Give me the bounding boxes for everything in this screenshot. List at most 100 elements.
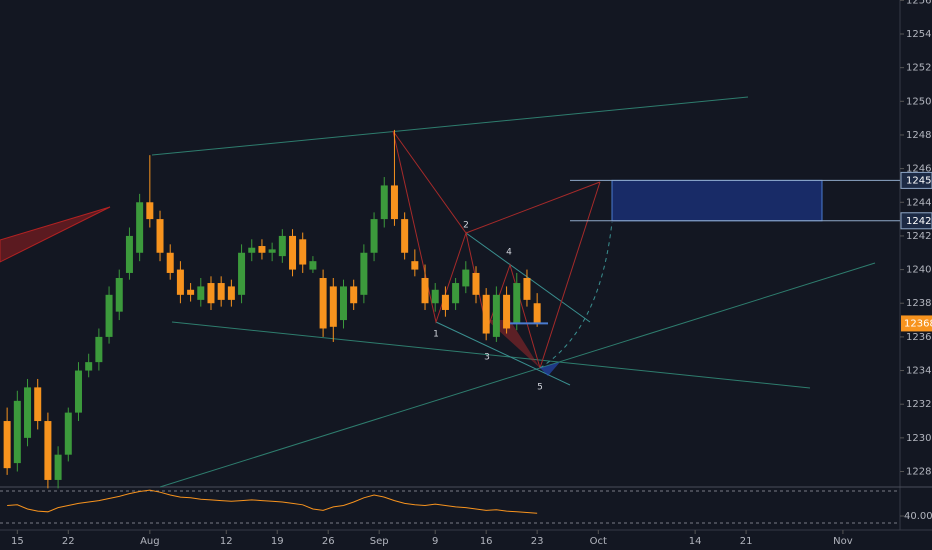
y-tick-label: 12360 <box>906 332 932 343</box>
target-price-label: 12429 <box>906 216 932 227</box>
candle-body <box>350 286 358 304</box>
candle-body <box>238 252 246 295</box>
candle-body <box>360 252 368 295</box>
candle-body <box>431 289 439 304</box>
candle-body <box>462 269 470 287</box>
red-fan <box>487 320 540 368</box>
indicator-line <box>7 489 538 514</box>
candle-body <box>197 286 205 300</box>
x-tick-label: 22 <box>62 536 75 547</box>
candle-body <box>370 219 378 253</box>
candle-body <box>503 294 511 329</box>
candle-body <box>309 261 317 270</box>
candle-body <box>64 412 72 455</box>
red-triangle <box>0 206 111 263</box>
price-label-box <box>900 212 932 230</box>
candle-body <box>156 219 164 253</box>
y-tick-label: 12500 <box>906 96 932 107</box>
candle-body <box>472 272 480 295</box>
candle-body <box>13 400 21 464</box>
x-tick-label: 23 <box>531 536 544 547</box>
candle-body <box>34 387 42 422</box>
x-tick-label: 26 <box>322 536 335 547</box>
candle-body <box>492 294 500 337</box>
candle-body <box>166 252 174 273</box>
candle-body <box>513 283 521 324</box>
candle-body <box>136 202 144 253</box>
wave-label: 5 <box>537 383 543 393</box>
candle-body <box>54 454 62 480</box>
y-tick-label: 12400 <box>906 265 932 276</box>
wave-label: 4 <box>506 248 512 258</box>
candle-body <box>441 294 449 310</box>
x-tick-label: 9 <box>432 536 438 547</box>
y-tick-label: 12480 <box>906 130 932 141</box>
candle-body <box>268 249 276 253</box>
indicator-tick-label: 40.00 <box>904 511 932 522</box>
candle-body <box>85 362 93 371</box>
candle-body <box>125 235 133 273</box>
candle-body <box>533 303 541 324</box>
x-tick-label: 15 <box>11 536 24 547</box>
candle-body <box>380 185 388 220</box>
y-tick-label: 12420 <box>906 231 932 242</box>
target-price-label: 12453 <box>906 175 932 186</box>
candle-body <box>187 289 195 295</box>
x-tick-label: Aug <box>140 536 160 547</box>
candle-body <box>401 219 409 253</box>
candle-body <box>339 286 347 321</box>
wedge-line <box>465 232 591 323</box>
wave-label: 2 <box>463 221 469 231</box>
candle-body <box>329 286 337 327</box>
x-tick-label: Sep <box>370 536 389 547</box>
y-tick-label: 12540 <box>906 29 932 40</box>
target-zone <box>611 179 823 222</box>
candle-body <box>319 277 327 329</box>
candle-body <box>95 336 103 363</box>
wave-path <box>392 130 601 234</box>
candle-body <box>523 277 531 300</box>
y-tick-label: 12440 <box>906 197 932 208</box>
x-tick-label: 12 <box>220 536 233 547</box>
candle-body <box>207 283 215 304</box>
trend-line <box>159 262 876 488</box>
last-price-label: 12368 <box>904 318 932 329</box>
x-tick-label: 19 <box>271 536 284 547</box>
x-tick-label: 21 <box>740 536 753 547</box>
blue-mark <box>540 362 560 376</box>
wave-label: 1 <box>433 330 439 340</box>
y-tick-label: 12280 <box>906 467 932 478</box>
candle-body <box>411 261 419 270</box>
candle-body <box>258 246 266 253</box>
projection <box>539 221 613 369</box>
candle-body <box>278 235 286 257</box>
x-tick-label: Oct <box>590 536 607 547</box>
price-label-box <box>900 171 932 189</box>
candle-body <box>452 283 460 304</box>
wave-path <box>539 181 601 369</box>
y-tick-label: 12560 <box>906 0 932 6</box>
candle-body <box>421 277 429 304</box>
candle-body <box>74 370 82 413</box>
trend-line <box>151 96 749 156</box>
candle-body <box>390 185 398 220</box>
y-tick-label: 12340 <box>906 366 932 377</box>
y-tick-label: 12520 <box>906 63 932 74</box>
x-tick-label: 16 <box>480 536 493 547</box>
candle-body <box>217 283 225 300</box>
candle-body <box>146 202 154 220</box>
wave-labels: 1 2 3 4 5 <box>433 221 543 393</box>
candle-body <box>289 235 297 270</box>
candle-body <box>248 247 256 253</box>
candle-body <box>115 277 123 312</box>
candle-body <box>105 294 113 337</box>
candle-body <box>44 421 52 480</box>
candle-body <box>176 269 184 295</box>
drawings <box>0 96 876 488</box>
y-tick-label: 12320 <box>906 399 932 410</box>
y-tick-label: 12380 <box>906 298 932 309</box>
candle-body <box>482 294 490 334</box>
candle-body <box>299 239 307 265</box>
wave-label: 3 <box>484 353 490 363</box>
